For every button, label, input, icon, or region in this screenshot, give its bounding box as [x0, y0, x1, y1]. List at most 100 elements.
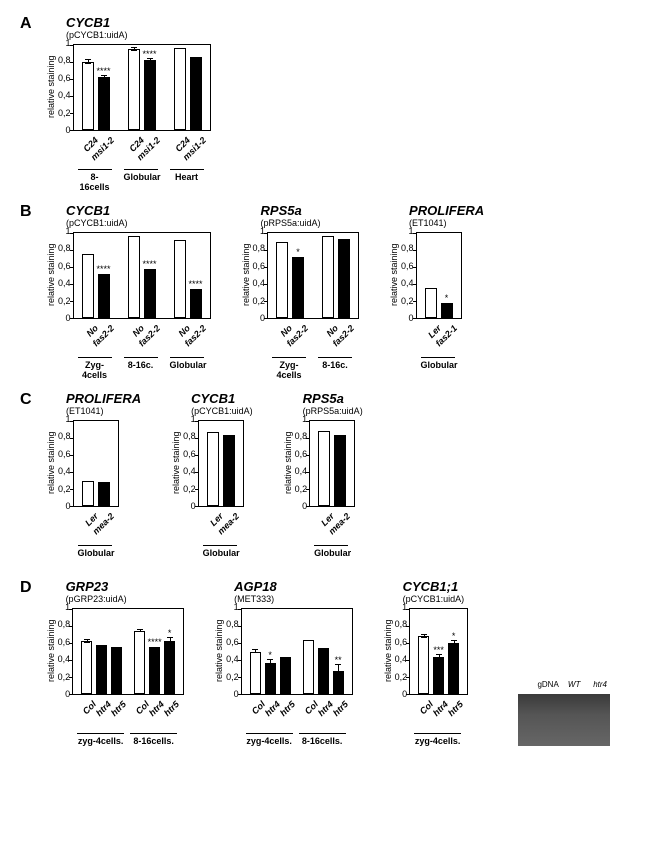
bar	[425, 288, 437, 318]
panel-D: DGRP23(pGRP23:uidA)relative staining10,8…	[20, 579, 649, 749]
plot-area	[73, 420, 119, 507]
stage-label: Globular	[203, 545, 237, 558]
stage-label: Heart	[170, 169, 204, 182]
chart-subtitle: (pCYCB1:uidA)	[66, 30, 211, 40]
y-axis-label: relative staining	[46, 420, 56, 505]
stage-label: 8-16cells.	[299, 733, 346, 746]
stage-label: Globular	[421, 357, 455, 370]
y-axis-label: relative staining	[283, 420, 293, 505]
significance-marker: ****	[143, 259, 157, 269]
significance-marker: ****	[143, 49, 157, 59]
bar	[318, 648, 329, 694]
y-axis-label: relative staining	[383, 608, 393, 693]
plot-area: *****	[72, 608, 184, 695]
panel-A: ACYCB1(pCYCB1:uidA)relative staining10,8…	[20, 15, 649, 185]
bar	[276, 242, 288, 319]
bar	[174, 240, 186, 318]
chart-subtitle: (pCYCB1:uidA)	[403, 594, 469, 604]
chart-title: PROLIFERA	[409, 203, 484, 218]
stage-label: 8-16cells	[78, 169, 112, 192]
chart-title: RPS5a	[303, 391, 363, 406]
bar	[441, 303, 453, 318]
bar	[174, 48, 186, 130]
y-axis-label: relative staining	[46, 44, 56, 129]
panel-label: C	[20, 391, 32, 409]
chart: CYCB1(pCYCB1:uidA)relative staining10,80…	[171, 391, 253, 561]
chart-title: PROLIFERA	[66, 391, 141, 406]
chart-subtitle: (pRPS5a:uidA)	[261, 218, 360, 228]
bar	[265, 663, 276, 694]
significance-marker: *	[445, 293, 449, 303]
significance-marker: ***	[433, 645, 444, 655]
chart: PROLIFERA(ET1041)relative staining10,80,…	[389, 203, 484, 373]
stage-label: Globular	[78, 545, 112, 558]
chart: GRP23(pGRP23:uidA)relative staining10,80…	[46, 579, 185, 749]
chart-title: CYCB1	[191, 391, 253, 406]
bar	[207, 432, 219, 506]
bar	[190, 289, 202, 318]
plot-area: ************	[73, 232, 211, 319]
gel-image: gDNAWThtr4	[518, 694, 653, 749]
chart-title: CYCB1	[66, 203, 211, 218]
significance-marker: *	[452, 631, 456, 641]
plot-area	[198, 420, 244, 507]
bar	[164, 641, 175, 694]
bar	[82, 481, 94, 507]
panel-label: A	[20, 15, 32, 33]
bar	[303, 640, 314, 694]
bar	[433, 657, 444, 694]
stage-label: Globular	[314, 545, 348, 558]
x-label: htr5	[278, 699, 297, 718]
bar	[338, 239, 350, 318]
y-axis-label: relative staining	[389, 232, 399, 317]
x-label: htr5	[109, 699, 128, 718]
chart-subtitle: (pCYCB1:uidA)	[191, 406, 253, 416]
bar	[448, 643, 459, 694]
panel-label: B	[20, 203, 32, 221]
chart: RPS5a(pRPS5a:uidA)relative staining10,80…	[283, 391, 363, 561]
chart: CYCB1(pCYCB1:uidA)relative staining10,80…	[46, 15, 211, 185]
bar	[292, 257, 304, 318]
bar	[318, 431, 330, 506]
stage-label: zyg-4cells.	[246, 733, 293, 746]
bar	[82, 254, 94, 318]
chart-subtitle: (pCYCB1:uidA)	[66, 218, 211, 228]
plot-area	[309, 420, 355, 507]
chart-subtitle: (pRPS5a:uidA)	[303, 406, 363, 416]
bar	[128, 49, 140, 130]
significance-marker: *	[168, 628, 172, 638]
bar	[96, 645, 107, 694]
bar	[144, 60, 156, 130]
gel-lane-label: gDNA	[537, 680, 558, 689]
gel-lane-label: WT	[568, 680, 580, 689]
bar	[149, 647, 160, 694]
significance-marker: **	[335, 655, 342, 665]
stage-label: Zyg-4cells	[272, 357, 306, 380]
stage-label: 8-16c.	[318, 357, 352, 370]
stage-label: Globular	[124, 169, 158, 182]
y-axis-label: relative staining	[171, 420, 181, 505]
significance-marker: ****	[189, 279, 203, 289]
x-label: htr5	[446, 699, 465, 718]
chart-title: AGP18	[234, 579, 353, 594]
bar	[334, 435, 346, 506]
chart: PROLIFERA(ET1041)relative staining10,80,…	[46, 391, 141, 561]
bar	[280, 657, 291, 694]
stage-label: zyg-4cells.	[77, 733, 124, 746]
chart-title: RPS5a	[261, 203, 360, 218]
y-axis-label: relative staining	[46, 608, 56, 693]
chart: RPS5a(pRPS5a:uidA)relative staining10,80…	[241, 203, 360, 373]
bar	[98, 77, 110, 130]
chart-title: CYCB1;1	[403, 579, 469, 594]
x-label: Col	[302, 699, 319, 716]
chart-subtitle: (pGRP23:uidA)	[66, 594, 185, 604]
bar	[128, 236, 140, 318]
panel-B: BCYCB1(pCYCB1:uidA)relative staining10,8…	[20, 203, 649, 373]
plot-area: ****	[409, 608, 468, 695]
y-axis-label: relative staining	[46, 232, 56, 317]
bar	[250, 652, 261, 695]
bar	[134, 631, 145, 694]
bar	[81, 641, 92, 694]
plot-area: *	[267, 232, 359, 319]
chart-subtitle: (MET333)	[234, 594, 353, 604]
